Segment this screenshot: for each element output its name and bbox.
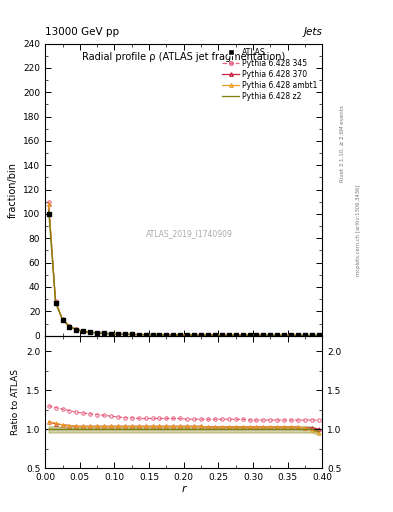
Legend: ATLAS, Pythia 6.428 345, Pythia 6.428 370, Pythia 6.428 ambt1, Pythia 6.428 z2: ATLAS, Pythia 6.428 345, Pythia 6.428 37… bbox=[220, 46, 320, 103]
Y-axis label: fraction/bin: fraction/bin bbox=[7, 162, 18, 218]
Text: 13000 GeV pp: 13000 GeV pp bbox=[45, 27, 119, 37]
Text: ATLAS_2019_I1740909: ATLAS_2019_I1740909 bbox=[146, 229, 233, 238]
Text: mcplots.cern.ch [arXiv:1306.3436]: mcplots.cern.ch [arXiv:1306.3436] bbox=[356, 185, 361, 276]
Text: Rivet 3.1.10, ≥ 2.6M events: Rivet 3.1.10, ≥ 2.6M events bbox=[340, 105, 345, 182]
Y-axis label: Ratio to ATLAS: Ratio to ATLAS bbox=[11, 369, 20, 435]
Text: Jets: Jets bbox=[303, 27, 322, 37]
X-axis label: r: r bbox=[182, 484, 186, 494]
Text: Radial profile ρ (ATLAS jet fragmentation): Radial profile ρ (ATLAS jet fragmentatio… bbox=[82, 52, 285, 62]
